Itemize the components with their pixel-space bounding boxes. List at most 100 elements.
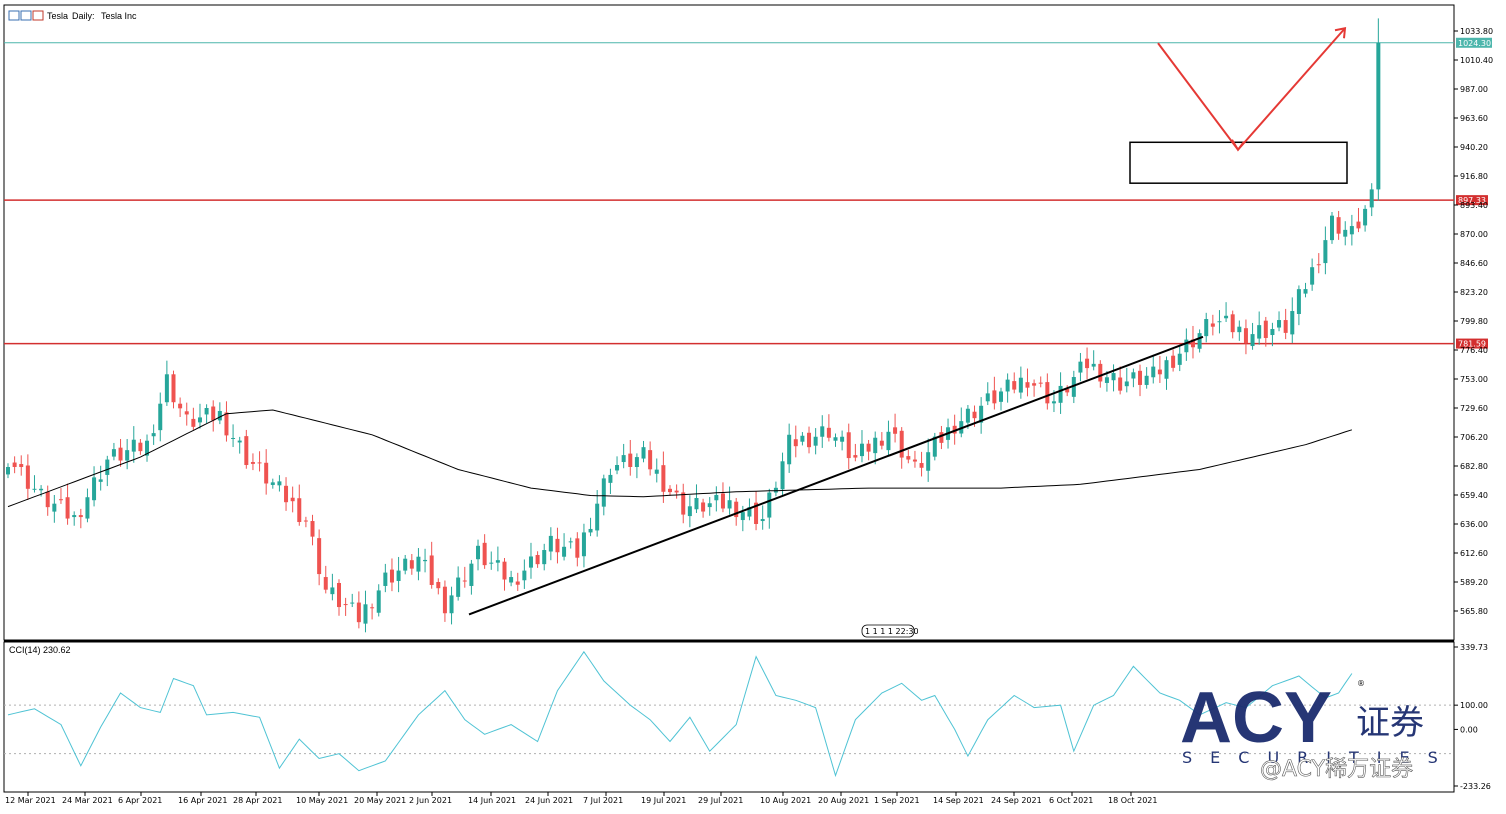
symbol-description: Tesla Inc — [101, 11, 137, 21]
candle-body — [654, 469, 659, 474]
candle-body — [528, 556, 533, 568]
candle-body — [965, 408, 970, 423]
candle-body — [337, 582, 341, 608]
candle-body — [621, 455, 626, 463]
candle-body — [310, 521, 315, 537]
candle-body — [131, 439, 136, 452]
candle-body — [542, 550, 547, 565]
candle-body — [257, 462, 262, 464]
y-tick-label: 753.00 — [1460, 375, 1488, 384]
candle-body — [363, 604, 368, 624]
x-tick-label: 6 Oct 2021 — [1049, 796, 1093, 805]
x-tick-label: 14 Sep 2021 — [933, 796, 984, 805]
time-badge: 1 1 1 1 22:30 — [861, 624, 919, 638]
candle-body — [376, 590, 381, 613]
candle-body — [1045, 382, 1050, 404]
cci-tick-label: 100.00 — [1460, 701, 1488, 710]
x-tick-label: 7 Jul 2021 — [583, 796, 623, 805]
x-tick-label: 20 May 2021 — [354, 796, 406, 805]
candle-body — [912, 459, 917, 462]
x-tick-label: 16 Apr 2021 — [178, 796, 227, 805]
candle-body — [442, 586, 447, 614]
y-tick-label: 916.80 — [1460, 172, 1488, 181]
candle-body — [535, 554, 540, 565]
candle-body — [211, 406, 216, 421]
candle-body — [1316, 264, 1321, 266]
candle-body — [429, 555, 434, 585]
x-tick-label: 24 Jun 2021 — [525, 796, 573, 805]
candle-body — [244, 436, 249, 466]
y-tick-label: 565.80 — [1460, 607, 1488, 616]
x-tick-label: 10 Aug 2021 — [760, 796, 811, 805]
support-box[interactable] — [1129, 141, 1348, 184]
candle-body — [456, 577, 461, 597]
candle-body — [72, 515, 77, 518]
candle-body — [224, 412, 229, 436]
candle-body — [555, 538, 560, 553]
candle-body — [184, 411, 189, 415]
candle-body — [634, 457, 639, 467]
candle-body — [1290, 311, 1295, 335]
candle-body — [164, 374, 169, 403]
candle-body — [1270, 329, 1275, 336]
candle-body — [747, 507, 752, 517]
candle-body — [489, 562, 494, 564]
uptrend-line[interactable] — [468, 335, 1204, 616]
candle-body — [118, 447, 123, 461]
moving-average-line — [7, 409, 1353, 508]
candle-body — [237, 440, 242, 443]
candle-body — [1217, 321, 1222, 323]
resistance-tag — [1456, 338, 1488, 349]
candle-body — [469, 563, 474, 586]
x-tick-label: 24 Mar 2021 — [62, 796, 113, 805]
candle-body — [694, 498, 699, 510]
candle-body — [45, 491, 50, 508]
candle-body — [436, 582, 441, 589]
candle-body — [6, 466, 10, 475]
main-plot-layer — [4, 18, 1454, 633]
x-tick-label: 12 Mar 2021 — [5, 796, 56, 805]
candle-body — [1356, 221, 1361, 229]
watermark-securities: SECURITIES — [1182, 748, 1456, 767]
candle-body — [668, 488, 672, 493]
candle-body — [701, 502, 706, 512]
candle-body — [1250, 334, 1255, 347]
grid-icon[interactable] — [8, 10, 20, 21]
candle-body — [1230, 314, 1235, 333]
chart-type-icon[interactable] — [20, 10, 32, 21]
candle-body — [1058, 385, 1063, 403]
watermark-registered: ® — [1357, 679, 1365, 688]
timeframe-label: Daily: — [72, 11, 95, 21]
candle-body — [767, 492, 772, 518]
candle-body — [1071, 377, 1076, 397]
acy-watermark: ACY 证券 ® SECURITIES @ACY稀万证券 — [1180, 678, 1456, 782]
candle-body — [846, 432, 851, 459]
candle-body — [714, 494, 719, 501]
candle-body — [277, 481, 282, 486]
candle-body — [1131, 372, 1136, 379]
candle-body — [1111, 373, 1116, 381]
y-tick-label: 612.60 — [1460, 549, 1488, 558]
candle-body — [85, 497, 90, 519]
indicator-icon[interactable] — [32, 10, 44, 21]
candle-body — [1237, 326, 1242, 333]
candle-body — [264, 462, 269, 484]
candle-body — [58, 499, 63, 501]
candle-body — [178, 403, 183, 409]
axis-layer: 897.33 781.59 1024.30 1033.80 1010.40 987.00 9… — [5, 27, 1493, 805]
candle-body — [145, 440, 150, 456]
candle-body — [92, 477, 97, 501]
candle-body — [866, 443, 871, 452]
candle-body — [482, 542, 487, 566]
y-tick-label: 940.20 — [1460, 143, 1488, 152]
candle-body — [1263, 320, 1268, 338]
main-plot-frame — [3, 4, 1455, 641]
candle-body — [1343, 229, 1348, 237]
candle-body — [1177, 353, 1182, 365]
candle-body — [595, 503, 600, 531]
candle-body — [1303, 289, 1308, 294]
candle-body — [462, 580, 467, 582]
y-tick-label: 1033.80 — [1460, 27, 1493, 36]
indicator-plot-frame — [3, 641, 1455, 793]
